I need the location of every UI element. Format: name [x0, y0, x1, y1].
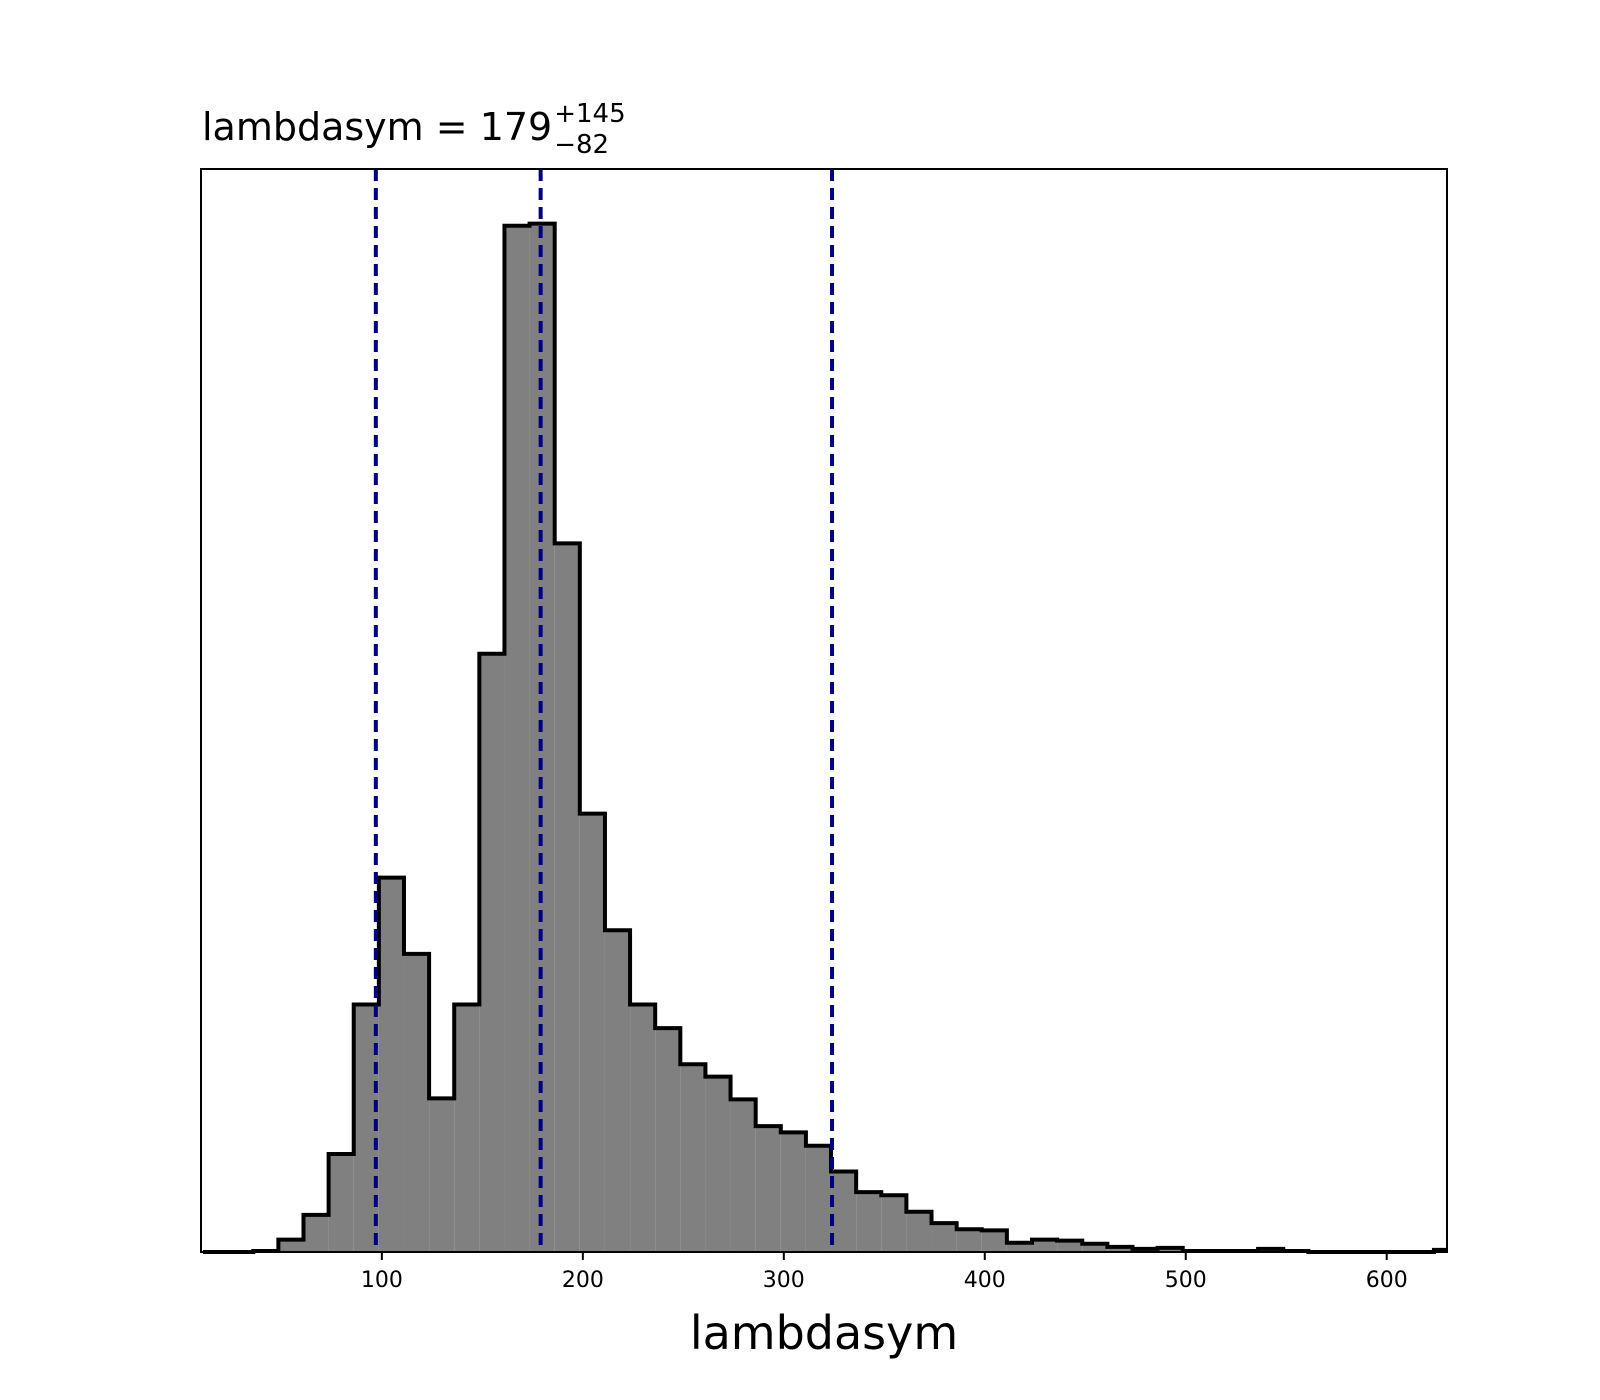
histogram-bar — [956, 1229, 982, 1252]
histogram-bar — [1082, 1243, 1108, 1252]
histogram-bar — [630, 1004, 656, 1252]
histogram-bar — [780, 1132, 806, 1252]
title-upper: +145 — [554, 99, 625, 129]
quantile-lines — [373, 169, 835, 1252]
histogram-bar — [856, 1192, 882, 1252]
histogram-bar — [931, 1223, 957, 1252]
histogram-bar — [805, 1145, 832, 1252]
histogram-bar — [429, 1098, 455, 1252]
plot-area — [203, 221, 1447, 1254]
histogram-bar — [278, 1239, 304, 1252]
histogram-bar — [604, 930, 631, 1252]
histogram-bar — [730, 1099, 756, 1252]
histogram-bar — [554, 543, 580, 1252]
x-tick-label: 500 — [1165, 1268, 1207, 1293]
x-tick-label: 200 — [562, 1268, 604, 1293]
histogram-bar — [328, 1154, 354, 1252]
histogram-bar — [755, 1126, 781, 1252]
histogram-bar — [655, 1028, 681, 1252]
histogram-bar — [1107, 1246, 1133, 1252]
histogram-bar — [705, 1076, 731, 1252]
histogram-bar — [1157, 1247, 1183, 1252]
plot-frame — [200, 168, 1448, 1253]
svg-text:lambdasym = 179: lambdasym = 179 — [202, 105, 552, 149]
histogram-outline — [203, 221, 1447, 1254]
histogram-bar — [403, 953, 430, 1252]
histogram-bar — [906, 1211, 932, 1252]
histogram-bar — [881, 1195, 907, 1252]
x-axis-label: lambdasym — [690, 1306, 958, 1360]
x-axis: 100 200 300 400 500 600 — [361, 1252, 1408, 1293]
histogram-bar — [1032, 1239, 1058, 1252]
title: lambdasym = 179 +145 −82 — [202, 99, 626, 160]
x-tick-label: 600 — [1366, 1268, 1408, 1293]
histogram-bar — [454, 1004, 480, 1252]
x-tick-label: 300 — [763, 1268, 805, 1293]
histogram-bar — [579, 813, 605, 1252]
histogram-bar — [680, 1064, 706, 1252]
x-tick-label: 100 — [361, 1268, 403, 1293]
histogram-bar — [504, 225, 530, 1253]
histogram-bar — [1057, 1240, 1083, 1252]
x-tick-label: 400 — [964, 1268, 1006, 1293]
title-text: lambdasym = 179 — [202, 105, 552, 149]
title-lower: −82 — [554, 130, 609, 160]
histogram-bar — [981, 1230, 1007, 1252]
histogram-bar — [831, 1171, 857, 1252]
histogram-bar — [303, 1214, 329, 1252]
histogram-bar — [529, 223, 555, 1252]
histogram-bar — [378, 877, 404, 1252]
histogram-bar — [1006, 1242, 1033, 1252]
histogram-bar — [479, 653, 505, 1252]
